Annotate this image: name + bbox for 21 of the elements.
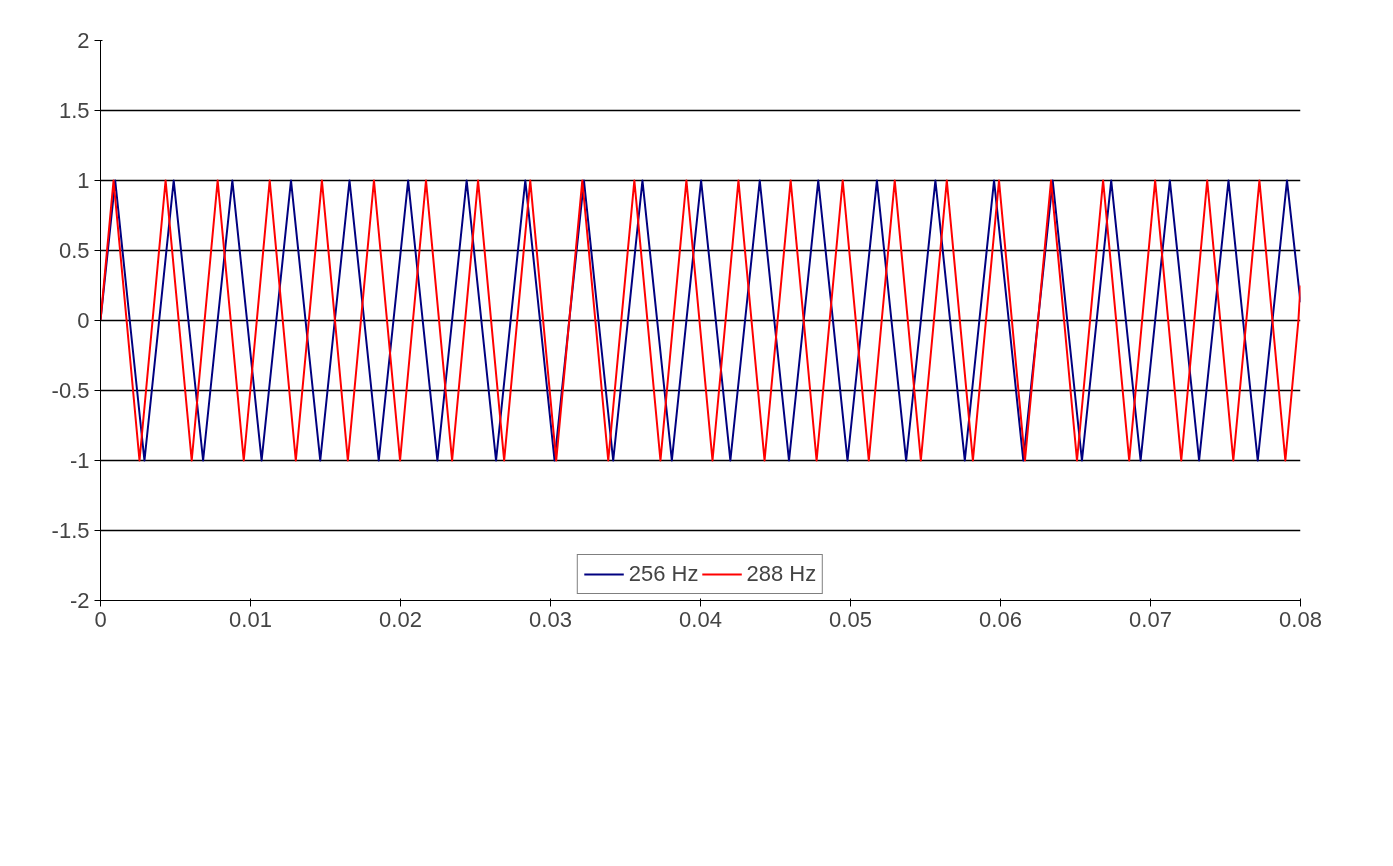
x-tick-label: 0.06 xyxy=(979,606,1022,632)
line-series xyxy=(100,179,1301,462)
y-tick-label: 1.5 xyxy=(58,98,90,123)
x-tick-label: 0.05 xyxy=(829,606,872,632)
y-tick-label: 1 xyxy=(77,168,90,193)
x-tick-label: 0.03 xyxy=(529,606,572,632)
y-tick-label: 0 xyxy=(77,308,90,333)
x-tick-label: 0.07 xyxy=(1129,606,1172,632)
legend-label: 288 Hz xyxy=(746,561,817,587)
y-tick-label: -0.5 xyxy=(51,378,90,403)
y-tick-label: -1 xyxy=(69,448,90,473)
x-tick-label: 0.01 xyxy=(229,606,272,632)
x-tick-label: 0 xyxy=(94,606,107,632)
y-tick-label: 2 xyxy=(77,28,90,53)
x-tick-label: 0.02 xyxy=(379,606,422,632)
y-tick-label: -1.5 xyxy=(51,518,90,543)
y-tick-label: 0.5 xyxy=(58,238,90,263)
x-tick-label: 0.04 xyxy=(679,606,722,632)
legend-label: 256 Hz xyxy=(628,561,699,587)
y-tick-label: -2 xyxy=(69,588,90,613)
x-tick-label: 0.08 xyxy=(1279,606,1322,632)
